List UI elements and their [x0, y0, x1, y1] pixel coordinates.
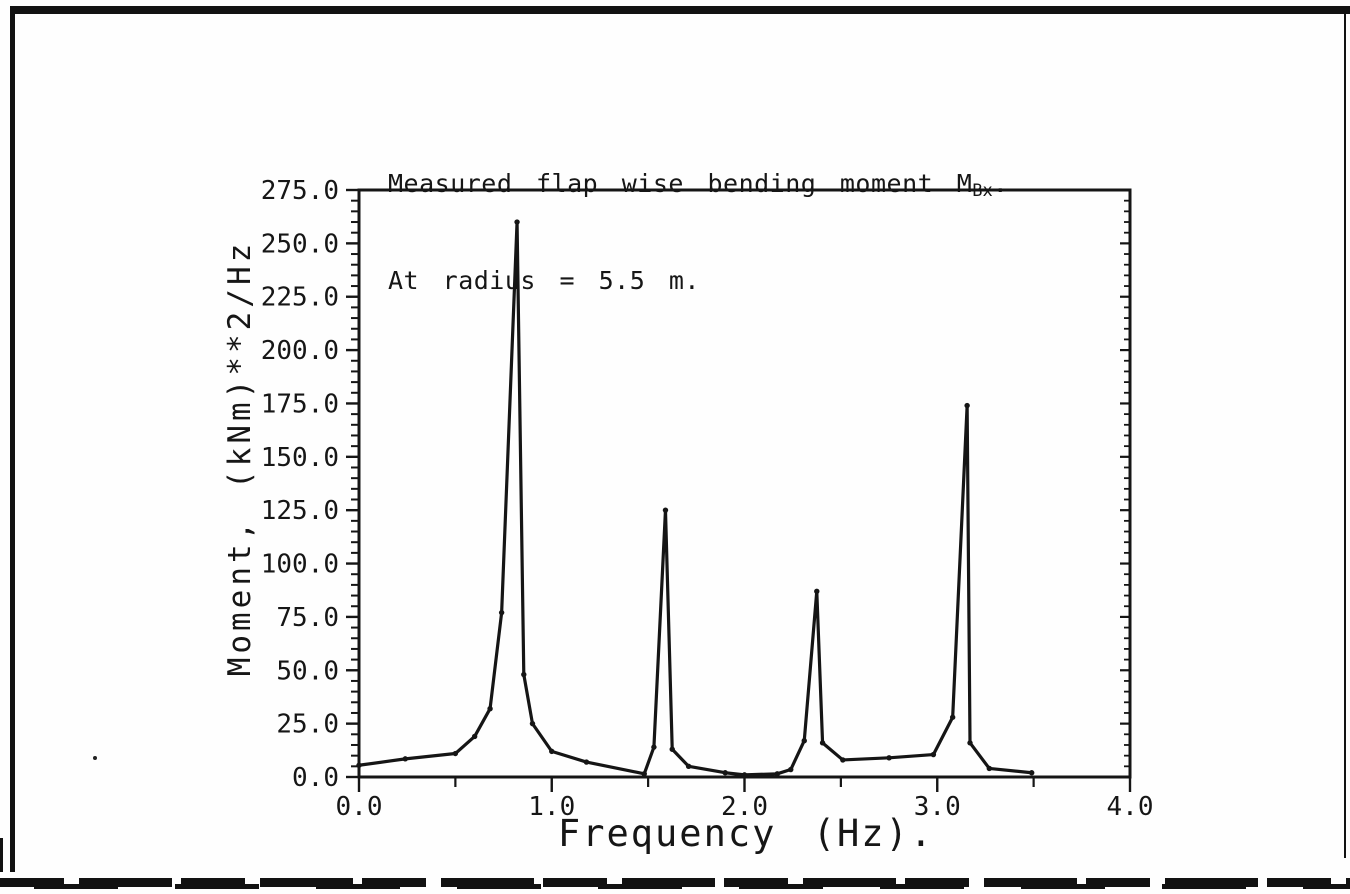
- data-point-marker: [967, 740, 973, 746]
- data-point-marker: [801, 738, 807, 744]
- data-point-marker: [741, 772, 748, 778]
- scan-speck: [93, 756, 97, 760]
- spectrum-curve: [357, 220, 1034, 777]
- x-tick-label: 3.0: [914, 792, 961, 822]
- x-tick-label: 2.0: [721, 792, 768, 822]
- data-point-marker: [498, 609, 505, 616]
- y-tick-label: 75.0: [276, 603, 339, 633]
- data-point-marker: [452, 750, 459, 757]
- data-point-marker: [722, 770, 728, 776]
- scan-border-left: [10, 6, 15, 872]
- x-tick-label: 1.0: [528, 792, 575, 822]
- data-point-marker: [651, 744, 657, 750]
- y-tick-label: 25.0: [276, 710, 339, 740]
- data-point-marker: [964, 402, 970, 409]
- data-point-marker: [487, 705, 493, 712]
- scan-border-top: [12, 6, 1350, 14]
- y-tick-label: 100.0: [261, 550, 339, 580]
- data-point-marker: [662, 507, 669, 513]
- scan-border-bottom-fragment: [0, 884, 1350, 889]
- plot-frame: [357, 188, 1132, 779]
- data-point-marker: [549, 748, 555, 755]
- chart-title-line1: Measured flap wise bending moment MBx.: [388, 168, 1008, 203]
- data-point-marker: [669, 746, 675, 752]
- x-tick-label: 0.0: [336, 792, 383, 822]
- y-tick-label: 150.0: [261, 443, 339, 473]
- data-point-marker: [814, 588, 820, 594]
- data-point-marker: [986, 765, 992, 772]
- y-tick-label: 200.0: [261, 336, 339, 366]
- data-point-marker: [840, 757, 846, 763]
- x-tick-label: 4.0: [1107, 792, 1154, 822]
- data-point-marker: [471, 733, 478, 740]
- title-text-main: Measured flap wise bending moment M: [388, 169, 973, 198]
- y-tick-label: 125.0: [261, 496, 339, 526]
- data-point-marker: [402, 756, 408, 762]
- data-point-marker: [819, 740, 826, 746]
- data-point-marker: [529, 720, 536, 727]
- data-point-marker: [774, 771, 780, 777]
- data-point-marker: [886, 755, 892, 761]
- data-point-marker: [641, 771, 647, 777]
- data-point-marker: [1028, 770, 1035, 776]
- y-tick-label: 225.0: [261, 283, 339, 313]
- y-tick-label: 0.0: [292, 763, 339, 793]
- y-tick-label: 175.0: [261, 389, 339, 419]
- scan-border-bottom: [0, 878, 1350, 887]
- data-point-marker: [583, 759, 590, 765]
- data-point-marker: [788, 766, 794, 773]
- scan-border-right: [1344, 10, 1346, 858]
- data-point-marker: [514, 219, 520, 225]
- data-point-marker: [685, 763, 692, 770]
- chart-title: Measured flap wise bending moment MBx. A…: [388, 106, 1008, 358]
- y-tick-label: 275.0: [261, 176, 339, 206]
- y-tick-label: 50.0: [276, 656, 339, 686]
- chart-title-line2: At radius = 5.5 m.: [388, 266, 700, 295]
- y-tick-label: 250.0: [261, 229, 339, 259]
- data-point-marker: [521, 671, 527, 678]
- data-point-marker: [356, 762, 362, 768]
- data-point-marker: [930, 751, 937, 758]
- x-axis-label: Frequency (Hz).: [557, 812, 935, 855]
- scan-edge-mark: [0, 838, 3, 872]
- data-point-marker: [949, 714, 956, 720]
